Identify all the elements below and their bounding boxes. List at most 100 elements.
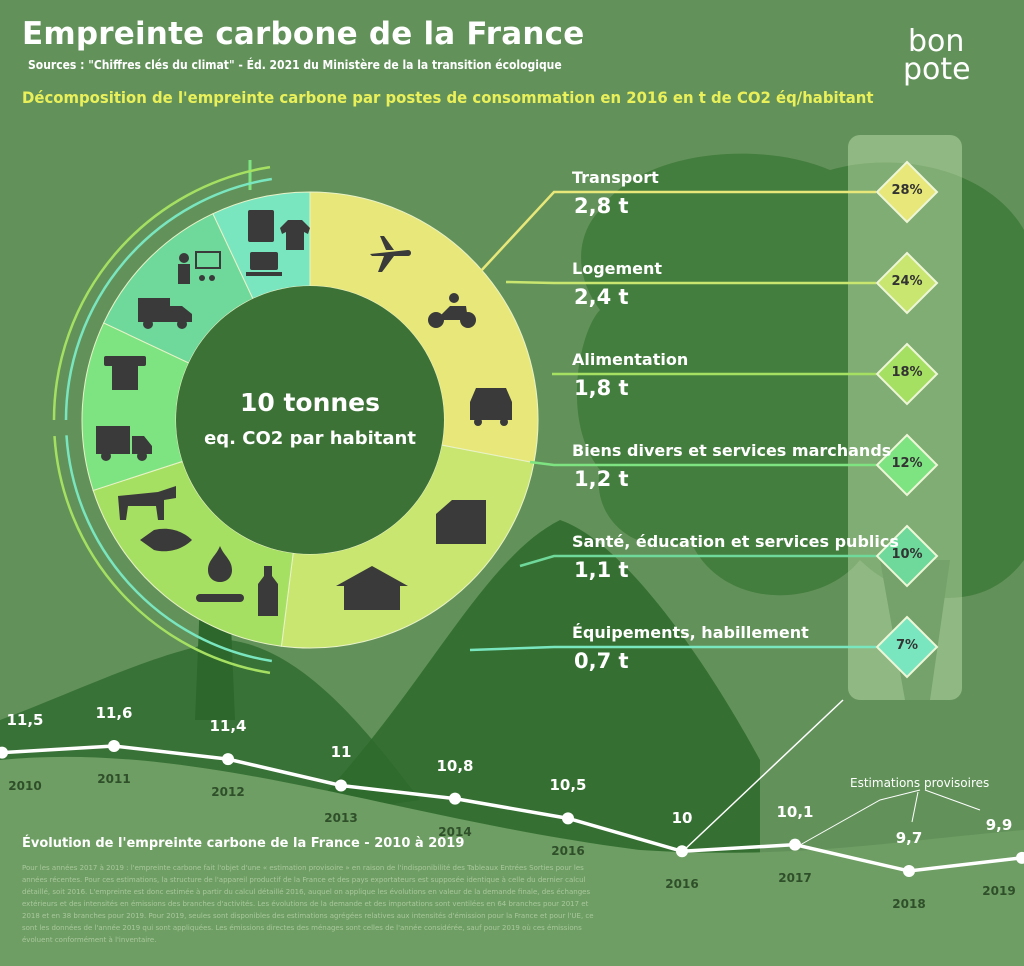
- chart-subtitle: Décomposition de l'empreinte carbone par…: [22, 88, 874, 107]
- donut-icons: [96, 210, 512, 616]
- line-year-label: 2017: [778, 870, 812, 885]
- atm-icon: [104, 356, 146, 390]
- line-value-label: 10,1: [776, 802, 814, 821]
- category-name: Alimentation: [572, 350, 689, 369]
- category-percent: 18%: [891, 365, 923, 380]
- page-title: Empreinte carbone de la France: [22, 16, 585, 52]
- line-year-label: 2013: [324, 811, 358, 826]
- line-point: [0, 746, 8, 759]
- bottle-icon: [258, 566, 278, 616]
- line-year-label: 2014: [438, 824, 472, 839]
- emissions-line-chart: [0, 699, 1024, 877]
- line-year-label: 2010: [8, 778, 42, 793]
- category-percent: 28%: [891, 183, 923, 198]
- percent-diamonds: [875, 160, 939, 679]
- lower-band: [0, 756, 1024, 966]
- line-value-label: 10,5: [549, 776, 587, 795]
- delivery-truck-icon: [96, 426, 152, 461]
- connector-line: [479, 190, 876, 273]
- category-percent: 10%: [891, 547, 923, 562]
- line-point: [335, 779, 347, 792]
- apartment-building-icon: [436, 500, 486, 544]
- guide-arc: [53, 435, 271, 675]
- fish-icon: [140, 528, 192, 552]
- washing-machine-icon: [248, 210, 274, 242]
- line-value-label: 10,8: [436, 756, 474, 775]
- laptop-icon: [246, 252, 282, 276]
- line-point: [562, 812, 574, 825]
- hill-center: [300, 520, 760, 860]
- sweater-icon: [280, 220, 310, 250]
- category-value: 1,2 t: [574, 467, 629, 491]
- category-value: 1,1 t: [574, 558, 629, 582]
- line-value-label: 11,5: [6, 710, 44, 729]
- motorbike-icon: [428, 293, 476, 328]
- line-value-label: 10: [671, 809, 693, 828]
- connector-line: [505, 280, 876, 285]
- logo-pote: pote: [903, 52, 971, 87]
- house-icon: [336, 566, 408, 610]
- footnote: Pour les années 2017 à 2019 : l'empreint…: [22, 864, 594, 944]
- percent-diamond: [875, 524, 939, 588]
- annotation-leader: [799, 789, 921, 846]
- connector-line: [519, 554, 876, 568]
- percent-diamond: [875, 433, 939, 497]
- line-year-label: 2016: [551, 844, 585, 859]
- category-name: Biens divers et services marchands: [572, 441, 892, 460]
- connector-lines: [469, 190, 876, 652]
- line-value-label: 9,7: [895, 829, 923, 847]
- percent-diamond: [875, 160, 939, 224]
- percent-diamond: [875, 342, 939, 406]
- donut-guide-arcs: [52, 165, 273, 675]
- line-year-label: 2016: [665, 877, 699, 892]
- category-name: Transport: [572, 168, 659, 187]
- highlight-leader-line: [681, 699, 844, 853]
- connector-line: [529, 460, 876, 467]
- donut-hole: [176, 286, 444, 554]
- line-point: [108, 740, 120, 752]
- guide-arc: [65, 435, 273, 663]
- category-value: 2,8 t: [574, 194, 629, 218]
- line-year-label: 2019: [982, 883, 1016, 898]
- line-value-label: 11: [330, 743, 352, 762]
- logo-bon: bon: [908, 24, 965, 59]
- connector-line: [469, 645, 876, 652]
- pear-icon: [208, 546, 232, 582]
- category-name: Logement: [572, 259, 663, 278]
- vegetable-icon: [196, 594, 244, 602]
- line-point: [676, 845, 688, 858]
- line-value-label: 9,9: [985, 815, 1013, 834]
- donut-center-unit: eq. CO2 par habitant: [204, 428, 416, 449]
- category-value: 1,8 t: [574, 376, 629, 400]
- line-chart-title: Évolution de l'empreinte carbone de la F…: [22, 836, 465, 851]
- sources-caption: Sources : "Chiffres clés du climat" - Éd…: [28, 58, 562, 72]
- car-icon: [470, 388, 512, 426]
- line-series: [1, 744, 1023, 873]
- line-point: [789, 838, 801, 851]
- line-point: [449, 792, 461, 805]
- annotation-leader: [911, 791, 919, 823]
- teacher-icon: [178, 251, 221, 284]
- donut-center-total: 10 tonnes: [239, 388, 381, 417]
- line-point: [222, 753, 234, 766]
- percent-diamond: [875, 251, 939, 315]
- category-name: Santé, éducation et services publics: [572, 532, 899, 551]
- category-value: 2,4 t: [574, 285, 629, 309]
- category-percent: 7%: [895, 638, 919, 653]
- line-value-label: 11,6: [95, 704, 133, 722]
- category-value: 0,7 t: [574, 649, 629, 673]
- line-point: [1016, 851, 1024, 864]
- ambulance-icon: [138, 298, 192, 329]
- category-name: Équipements, habillement: [572, 623, 809, 642]
- guide-arc: [64, 177, 273, 421]
- percent-diamond: [875, 615, 939, 679]
- line-year-label: 2012: [211, 785, 245, 800]
- line-year-label: 2018: [892, 897, 926, 911]
- guide-arc: [52, 165, 271, 421]
- category-percent: 12%: [891, 456, 923, 471]
- estimations-annotation: Estimations provisoires: [850, 776, 990, 790]
- airplane-icon: [370, 236, 411, 272]
- category-percent: 24%: [891, 274, 923, 289]
